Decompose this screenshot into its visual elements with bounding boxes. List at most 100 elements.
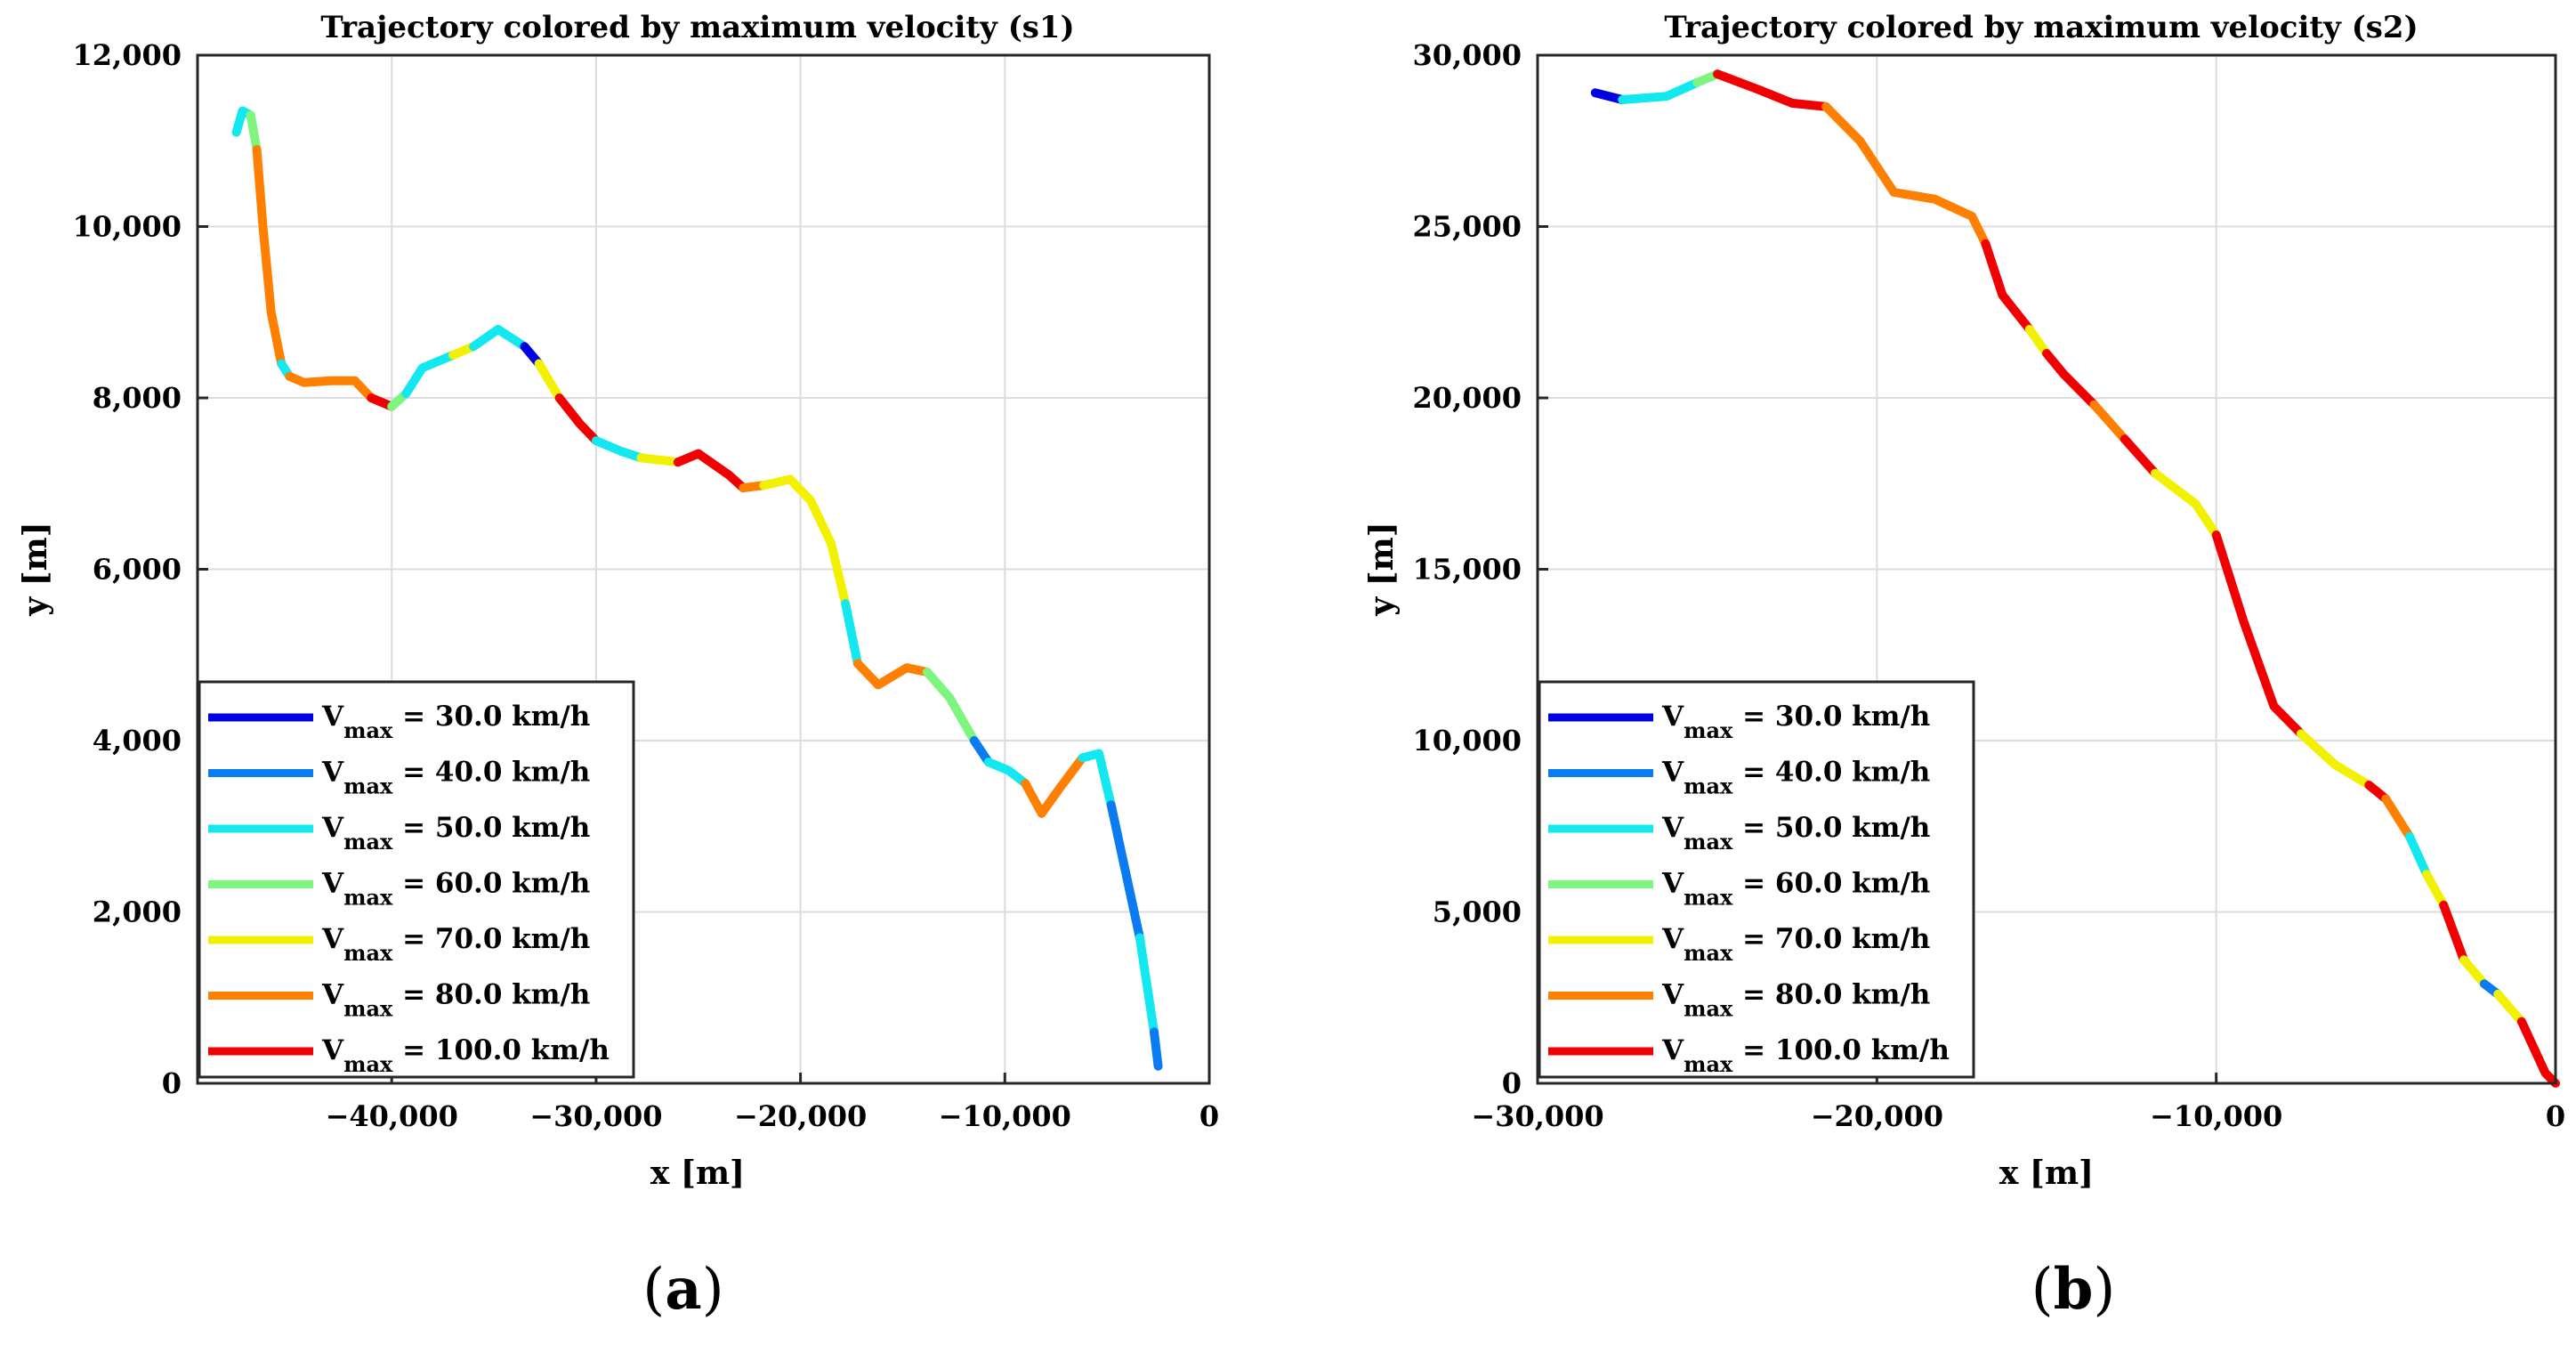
chart-a-legend: Vmax = 30.0 km/h Vmax = 40.0 km/h Vmax = 5… bbox=[198, 680, 635, 1079]
chart-a-legend-label: Vmax = 100.0 km/h bbox=[321, 1034, 610, 1077]
panel-b-label: (b) bbox=[2031, 1256, 2116, 1323]
chart-b-segment-10 bbox=[2151, 468, 2221, 539]
chart-a-ytick-label: 8,000 bbox=[93, 381, 182, 415]
chart-a-segment-14 bbox=[636, 453, 682, 467]
chart-a-segment-18 bbox=[841, 599, 862, 668]
chart-b-segment-14 bbox=[2381, 794, 2414, 841]
chart-a-segment-25 bbox=[1106, 800, 1144, 943]
chart-a-ylabel: y [m] bbox=[17, 522, 54, 617]
chart-a-segment-20 bbox=[923, 668, 979, 745]
panel-a: Trajectory colored by maximum velocity (… bbox=[17, 10, 1219, 1323]
chart-a-xticks: −40,000 −30,000 −20,000 −10,000 0 bbox=[326, 1073, 1219, 1133]
chart-b-xlabel: x [m] bbox=[1999, 1155, 2094, 1192]
chart-a-segment-12 bbox=[554, 393, 601, 446]
chart-b-ylabel: y [m] bbox=[1363, 522, 1401, 617]
chart-a-segment-1 bbox=[246, 110, 262, 154]
chart-a-ytick-label: 4,000 bbox=[93, 724, 182, 758]
chart-b-legend: Vmax = 30.0 km/h Vmax = 40.0 km/h Vmax = 5… bbox=[1538, 680, 1975, 1079]
chart-b-legend-box bbox=[1538, 680, 1975, 1079]
chart-b-title: Trajectory colored by maximum velocity (… bbox=[1664, 10, 2418, 45]
chart-a-segment-15 bbox=[673, 449, 748, 493]
chart-b-segment-7 bbox=[2042, 349, 2099, 409]
chart-b-segment-12 bbox=[2297, 729, 2374, 790]
chart-a-xtick-label: −20,000 bbox=[734, 1099, 867, 1133]
chart-a-segment-4 bbox=[285, 371, 376, 402]
chart-b-legend-label: Vmax = 80.0 km/h bbox=[1661, 979, 1930, 1022]
chart-a-segment-2 bbox=[252, 144, 287, 369]
chart-b-ytick-label: 20,000 bbox=[1413, 381, 1522, 415]
chart-a-legend-label: Vmax = 40.0 km/h bbox=[321, 757, 590, 799]
chart-b-ytick-label: 30,000 bbox=[1413, 38, 1522, 72]
chart-a-segment-19 bbox=[852, 659, 932, 690]
chart-b-segment-9 bbox=[2120, 434, 2160, 478]
chart-a-title: Trajectory colored by maximum velocity (… bbox=[320, 10, 1074, 45]
chart-a-yticks: 0 2,000 4,000 6,000 8,000 10,000 12,000 bbox=[73, 38, 208, 1100]
chart-a-legend-label: Vmax = 60.0 km/h bbox=[321, 868, 590, 911]
chart-b-ytick-label: 0 bbox=[1502, 1066, 1522, 1100]
chart-a-ytick-label: 10,000 bbox=[73, 210, 182, 244]
chart-a-xlabel: x [m] bbox=[650, 1155, 745, 1192]
chart-a-segment-13 bbox=[591, 436, 646, 463]
chart-b-ytick-label: 25,000 bbox=[1413, 210, 1522, 244]
panel-b-letter: b bbox=[2054, 1256, 2094, 1323]
chart-a-segment-27 bbox=[1150, 1027, 1163, 1071]
chart-b-xticks: −30,000 −20,000 −10,000 0 bbox=[1471, 1073, 2565, 1133]
panel-b: Trajectory colored by maximum velocity (… bbox=[1363, 10, 2565, 1323]
chart-b-legend-label: Vmax = 40.0 km/h bbox=[1661, 757, 1930, 799]
chart-b-segment-6 bbox=[2024, 325, 2051, 358]
chart-a-segment-17 bbox=[759, 474, 851, 608]
chart-b-segment-21 bbox=[2516, 1017, 2560, 1088]
panel-a-label: (a) bbox=[642, 1256, 723, 1323]
chart-b-segment-5 bbox=[1981, 239, 2034, 334]
chart-a-legend-label: Vmax = 30.0 km/h bbox=[321, 701, 590, 743]
chart-a-ytick-label: 6,000 bbox=[93, 553, 182, 587]
chart-b-xtick-label: 0 bbox=[2546, 1099, 2565, 1133]
chart-b-xtick-label: −20,000 bbox=[1811, 1099, 1943, 1133]
chart-a-xtick-label: −30,000 bbox=[529, 1099, 662, 1133]
chart-b-segment-18 bbox=[2459, 955, 2489, 989]
chart-b-segment-3 bbox=[1713, 69, 1831, 111]
chart-b-segment-17 bbox=[2439, 900, 2468, 965]
chart-b-legend-items: Vmax = 30.0 km/h Vmax = 40.0 km/h Vmax = 5… bbox=[1548, 701, 1950, 1077]
chart-b-segment-16 bbox=[2422, 870, 2449, 910]
chart-b-ytick-label: 10,000 bbox=[1413, 724, 1522, 758]
chart-b-xtick-label: −30,000 bbox=[1471, 1099, 1603, 1133]
chart-a-legend-label: Vmax = 80.0 km/h bbox=[321, 979, 590, 1022]
chart-a-series bbox=[231, 106, 1163, 1071]
chart-a-segment-22 bbox=[983, 758, 1030, 789]
chart-b-legend-label: Vmax = 60.0 km/h bbox=[1661, 868, 1930, 911]
chart-b-legend-label: Vmax = 50.0 km/h bbox=[1661, 812, 1930, 855]
chart-a-xtick-label: −40,000 bbox=[326, 1099, 458, 1133]
chart-a-segment-24 bbox=[1078, 749, 1116, 810]
chart-a-segment-26 bbox=[1135, 933, 1159, 1037]
chart-b-segment-11 bbox=[2211, 531, 2305, 739]
chart-a-segment-11 bbox=[534, 359, 564, 402]
chart-b-segment-1 bbox=[1618, 77, 1702, 104]
chart-b-legend-label: Vmax = 70.0 km/h bbox=[1661, 923, 1930, 966]
chart-a-legend-box bbox=[198, 680, 635, 1079]
panel-a-letter: a bbox=[665, 1256, 701, 1323]
chart-a-ytick-label: 0 bbox=[162, 1066, 182, 1100]
chart-b-legend-label: Vmax = 100.0 km/h bbox=[1661, 1034, 1950, 1077]
chart-a-ytick-label: 2,000 bbox=[93, 895, 182, 929]
chart-b-ytick-label: 15,000 bbox=[1413, 553, 1522, 587]
chart-b-yticks: 0 5,000 10,000 15,000 20,000 25,000 30,000 bbox=[1413, 38, 1548, 1100]
chart-b-segment-8 bbox=[2089, 400, 2129, 444]
chart-a-segment-7 bbox=[401, 350, 458, 399]
chart-a-ytick-label: 12,000 bbox=[73, 38, 182, 72]
chart-b-ytick-label: 5,000 bbox=[1433, 895, 1522, 929]
chart-b-segment-15 bbox=[2405, 831, 2432, 879]
chart-a-legend-label: Vmax = 70.0 km/h bbox=[321, 923, 590, 966]
chart-a-segment-9 bbox=[469, 325, 529, 352]
chart-b-legend-label: Vmax = 30.0 km/h bbox=[1661, 701, 1930, 743]
chart-a-xtick-label: −10,000 bbox=[939, 1099, 1071, 1133]
chart-b-xtick-label: −10,000 bbox=[2150, 1099, 2282, 1133]
chart-b-segment-0 bbox=[1590, 88, 1627, 104]
chart-b-series bbox=[1590, 69, 2560, 1088]
chart-a-segment-23 bbox=[1021, 753, 1087, 818]
chart-a-legend-label: Vmax = 50.0 km/h bbox=[321, 812, 590, 855]
chart-a-legend-items: Vmax = 30.0 km/h Vmax = 40.0 km/h Vmax = 5… bbox=[208, 701, 610, 1077]
chart-b-segment-4 bbox=[1821, 101, 1991, 248]
chart-a-xtick-label: 0 bbox=[1199, 1099, 1219, 1133]
